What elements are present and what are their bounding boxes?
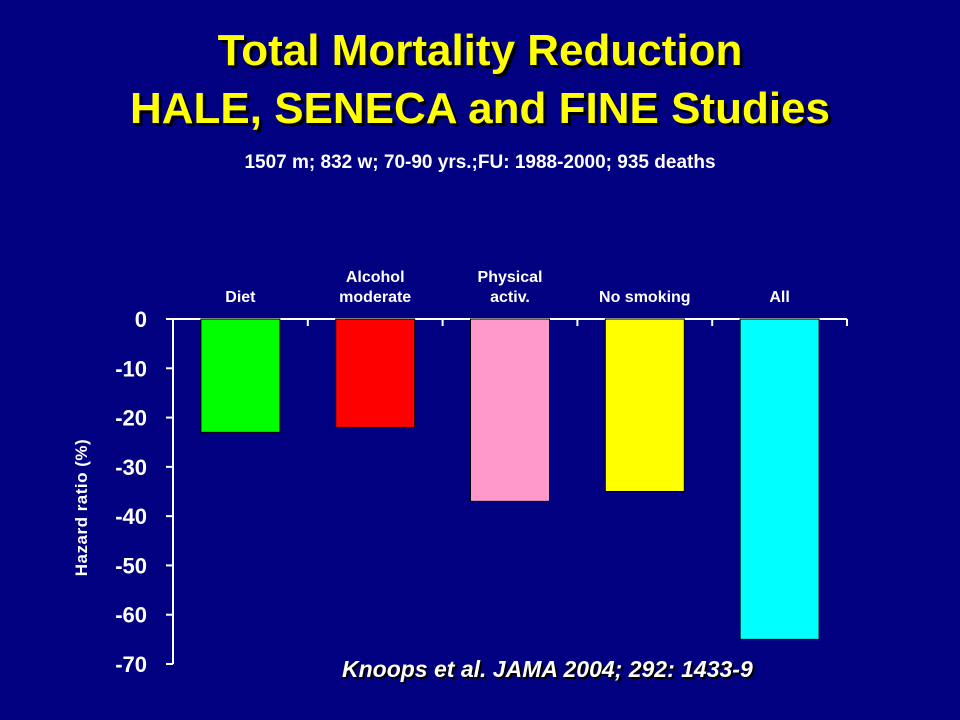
bar (604, 318, 685, 492)
y-tick-label: -10 (115, 356, 147, 381)
category-label: moderate (339, 289, 411, 306)
bar (470, 318, 550, 502)
bar (200, 318, 281, 433)
y-tick-label: -60 (115, 603, 147, 628)
y-tick-label: -30 (115, 455, 147, 480)
category-label: No smoking (599, 289, 691, 306)
y-tick-label: -20 (115, 406, 147, 431)
y-axis-label: Hazard ratio (%) (72, 439, 91, 576)
y-tick-label: -50 (115, 553, 147, 578)
chart-title-line2: HALE, SENECA and FINE Studies (129, 84, 830, 133)
category-label: activ. (490, 289, 530, 306)
bar (739, 318, 820, 640)
category-label: Diet (225, 289, 256, 306)
chart-subtitle: 1507 m; 832 w; 70-90 yrs.;FU: 1988-2000;… (244, 152, 716, 173)
bar (335, 318, 416, 428)
chart-title-line1: Total Mortality Reduction (217, 26, 743, 75)
y-tick-label: -40 (115, 504, 147, 529)
citation: Knoops et al. JAMA 2004; 292: 1433-9 (342, 656, 753, 682)
category-label: Physical (478, 269, 543, 286)
category-label: All (769, 289, 789, 306)
y-tick-label: 0 (135, 307, 147, 332)
category-label: Alcohol (346, 269, 405, 286)
y-tick-label: -70 (115, 652, 147, 677)
